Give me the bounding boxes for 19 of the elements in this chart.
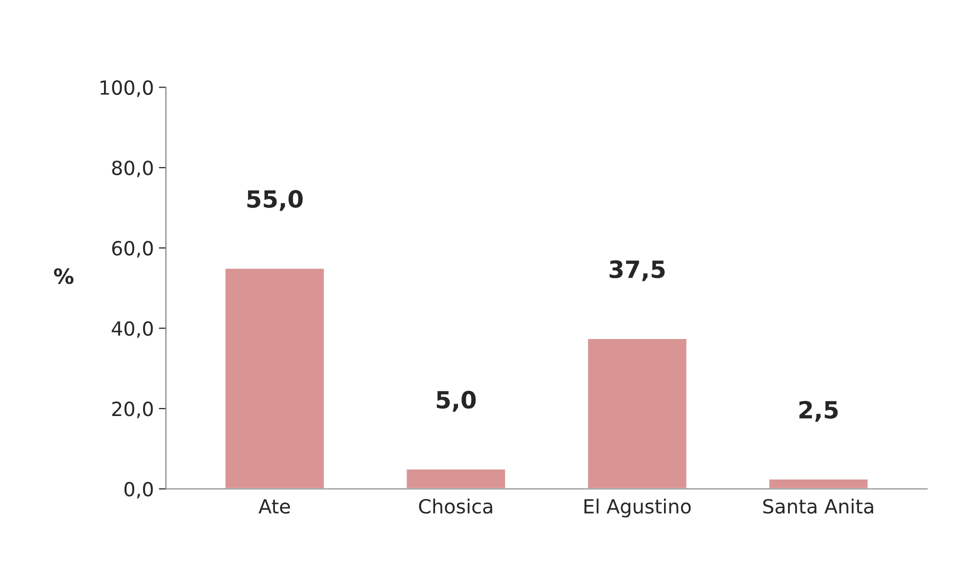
y-tick-label: 60,0 [112, 240, 153, 258]
x-tick-label: El Agustino [584, 498, 691, 518]
y-tick-label: 20,0 [112, 402, 153, 418]
bar [405, 468, 506, 489]
data-label: 37,5 [610, 260, 665, 282]
y-tick-label: 40,0 [112, 321, 153, 338]
data-label: 5,0 [436, 390, 476, 412]
data-label: 2,5 [799, 400, 838, 422]
x-tick-label: Chosica [419, 498, 492, 514]
bar [768, 478, 869, 489]
x-tick-label: Santa Anita [763, 498, 874, 514]
y-tick-label: 100,0 [100, 80, 153, 97]
x-tick-label: Ate [258, 499, 290, 514]
y-tick-label: 80,0 [112, 160, 153, 178]
bar [586, 338, 688, 489]
data-label: 55,0 [247, 190, 303, 211]
y-tick-label: 0,0 [124, 482, 153, 499]
y-axis-title: % [54, 268, 74, 284]
bar [224, 267, 326, 489]
